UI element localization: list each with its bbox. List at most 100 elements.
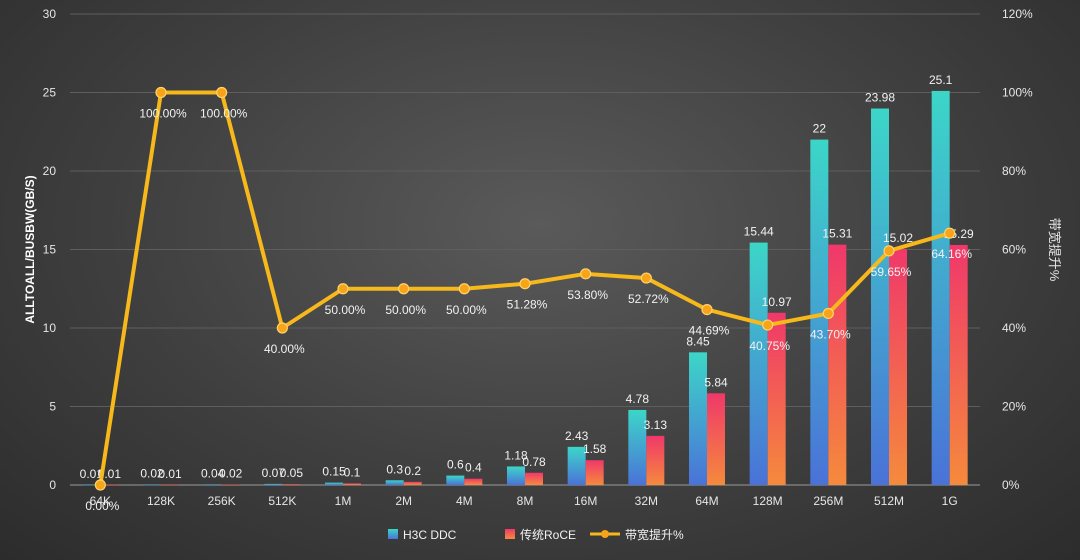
line-point bbox=[822, 307, 834, 320]
y-right-tick-label: 80% bbox=[1002, 164, 1026, 178]
bar-label-h3c-ddc: 8.45 bbox=[686, 334, 710, 348]
bar-h3c-ddc bbox=[628, 409, 647, 485]
bar-roce bbox=[403, 481, 422, 485]
line-point bbox=[762, 319, 774, 331]
bar-labels: 0.010.01 0.020.01 0.040.02 0.070.05 0.150.1 0… bbox=[80, 73, 974, 481]
y-tick-label: 20 bbox=[43, 164, 57, 178]
y-tick-label: 30 bbox=[43, 7, 57, 21]
x-tick-label: 512M bbox=[874, 494, 904, 508]
bar-h3c-ddc bbox=[810, 139, 829, 485]
bar-roce bbox=[828, 244, 847, 485]
x-tick-label: 2M bbox=[395, 494, 412, 508]
x-tick-label: 64M bbox=[695, 494, 718, 508]
bar-label-roce: 5.84 bbox=[704, 375, 728, 389]
y-right-tick-label: 20% bbox=[1002, 400, 1026, 414]
bar-label-h3c-ddc: 0.02 bbox=[140, 467, 164, 481]
bar-h3c-ddc bbox=[689, 352, 707, 485]
legend-swatch-line-marker bbox=[601, 530, 609, 538]
bar-roce bbox=[343, 483, 361, 485]
bar-roce bbox=[646, 435, 665, 485]
y-tick-label: 0 bbox=[49, 478, 56, 492]
x-tick-label: 1M bbox=[335, 494, 352, 508]
bar-h3c-ddc bbox=[931, 90, 950, 486]
legend-swatch-roce bbox=[505, 529, 515, 539]
y-tick-label: 10 bbox=[43, 321, 57, 335]
bar-label-roce: 3.13 bbox=[644, 418, 668, 432]
x-tick-label: 128M bbox=[753, 494, 783, 508]
x-tick-label: 256K bbox=[208, 494, 236, 508]
bar-h3c-ddc bbox=[567, 446, 586, 485]
y-tick-label: 15 bbox=[43, 243, 57, 257]
line-label: 50.00% bbox=[446, 303, 487, 317]
x-tick-label: 32M bbox=[635, 494, 658, 508]
line-point bbox=[519, 278, 531, 290]
y-tick-label: 5 bbox=[49, 400, 56, 414]
bar-roce bbox=[585, 460, 604, 485]
line-label: 44.69% bbox=[689, 324, 730, 338]
line-point bbox=[580, 268, 592, 280]
line-point bbox=[398, 283, 410, 295]
bar-label-roce: 0.4 bbox=[465, 461, 482, 475]
line-point bbox=[458, 283, 470, 295]
y-right-tick-label: 60% bbox=[1002, 243, 1026, 257]
line-label: 40.00% bbox=[264, 342, 305, 356]
line-label: 59.65% bbox=[871, 265, 912, 279]
bar-roce bbox=[161, 484, 179, 486]
line-label: 50.00% bbox=[385, 303, 426, 317]
y-tick-label: 25 bbox=[43, 86, 57, 100]
bar-h3c-ddc bbox=[749, 242, 768, 485]
bar-label-h3c-ddc: 25.1 bbox=[929, 73, 953, 87]
x-tick-label: 64K bbox=[90, 494, 111, 508]
bar-roce bbox=[949, 244, 968, 485]
y-right-tick-label: 120% bbox=[1002, 7, 1033, 21]
line-point bbox=[944, 227, 956, 239]
legend-label-h3c-ddc: H3C DDC bbox=[403, 528, 457, 542]
bar-label-h3c-ddc: 23.98 bbox=[865, 91, 895, 105]
bar-label-roce: 10.97 bbox=[762, 295, 792, 309]
line-series bbox=[94, 86, 956, 491]
line-label: 100.00% bbox=[200, 107, 248, 121]
x-tick-label: 8M bbox=[517, 494, 534, 508]
bar-h3c-ddc bbox=[446, 475, 465, 485]
x-tick-label: 512K bbox=[268, 494, 296, 508]
bar-label-roce: 0.02 bbox=[219, 467, 243, 481]
line-label: 51.28% bbox=[507, 298, 548, 312]
line-point bbox=[337, 283, 349, 295]
bar-label-roce: 0.05 bbox=[280, 466, 304, 480]
bar-label-roce: 0.78 bbox=[522, 455, 546, 469]
bar-h3c-ddc bbox=[82, 484, 101, 486]
y-right-tick-label: 40% bbox=[1002, 321, 1026, 335]
line-point bbox=[883, 245, 895, 257]
line-label: 40.75% bbox=[749, 339, 790, 353]
bar-label-roce: 0.1 bbox=[344, 465, 361, 479]
bar-roce bbox=[767, 312, 786, 485]
line-point bbox=[94, 479, 106, 491]
bar-roce bbox=[100, 484, 119, 486]
line-label: 64.16% bbox=[931, 247, 972, 261]
line-point bbox=[155, 86, 167, 99]
bar-roce bbox=[889, 249, 907, 485]
bar-roce bbox=[464, 478, 483, 485]
bar-label-roce: 15.02 bbox=[883, 231, 913, 245]
bars bbox=[82, 90, 968, 486]
x-tick-label: 1G bbox=[942, 494, 958, 508]
y-right-tick-label: 0% bbox=[1002, 478, 1020, 492]
bar-h3c-ddc bbox=[871, 108, 889, 485]
bar-label-h3c-ddc: 2.43 bbox=[565, 429, 589, 443]
bar-label-h3c-ddc: 0.07 bbox=[262, 466, 286, 480]
line-labels: 0.00% 100.00% 100.00% 40.00% 50.00% 50.00% 50.… bbox=[85, 107, 972, 514]
bar-label-h3c-ddc: 0.01 bbox=[80, 467, 104, 481]
line-point bbox=[216, 86, 228, 99]
bar-h3c-ddc bbox=[203, 484, 222, 485]
x-tick-label: 4M bbox=[456, 494, 473, 508]
x-tick-label: 256M bbox=[813, 494, 843, 508]
bar-h3c-ddc bbox=[264, 483, 283, 485]
axes: 0 5 10 15 20 25 30 0% 20% 40% 60% 80% 100% 120% 64K 128… bbox=[23, 7, 1062, 508]
bar-roce bbox=[707, 393, 725, 485]
y-axis-title: ALLTOALL/BUSBW(GB/S) bbox=[23, 175, 37, 323]
bar-roce bbox=[525, 472, 543, 485]
line-label: 100.00% bbox=[139, 107, 187, 121]
legend-label-line: 带宽提升% bbox=[625, 527, 684, 542]
line-label: 0.00% bbox=[85, 499, 119, 513]
